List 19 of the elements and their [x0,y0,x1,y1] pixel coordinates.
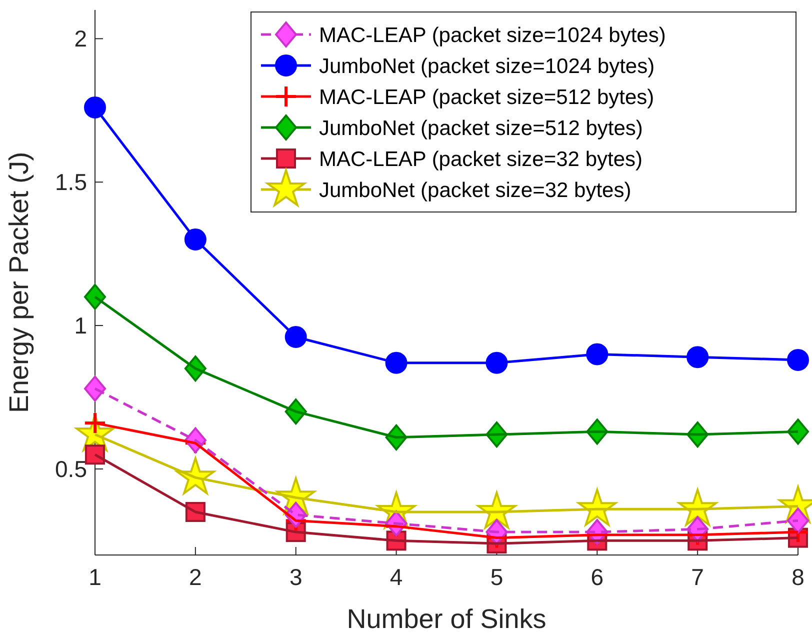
x-axis-title: Number of Sinks [346,604,546,634]
x-tick-label: 7 [691,564,704,590]
y-tick-label: 1.5 [55,169,87,196]
x-tick-label: 3 [289,564,302,590]
y-tick-label: 2 [74,26,87,52]
legend-label: JumboNet (packet size=32 bytes) [319,178,632,202]
x-tick-label: 2 [189,564,202,590]
x-tick-label: 5 [490,564,504,590]
legend-label: MAC-LEAP (packet size=1024 bytes) [319,24,666,47]
legend-label: JumboNet (packet size=512 bytes) [319,116,643,140]
x-tick-label: 6 [590,564,604,590]
legend-label: MAC-LEAP (packet size=512 bytes) [319,86,654,109]
legend-label: JumboNet (packet size=1024 bytes) [319,54,655,78]
x-tick-label: 4 [390,564,403,590]
y-axis-title: Energy per Packet (J) [4,152,34,414]
legend-label: MAC-LEAP (packet size=32 bytes) [319,148,643,171]
y-tick-label: 0.5 [55,456,87,482]
x-tick-label: 8 [792,564,804,590]
y-tick-label: 1 [74,312,87,339]
